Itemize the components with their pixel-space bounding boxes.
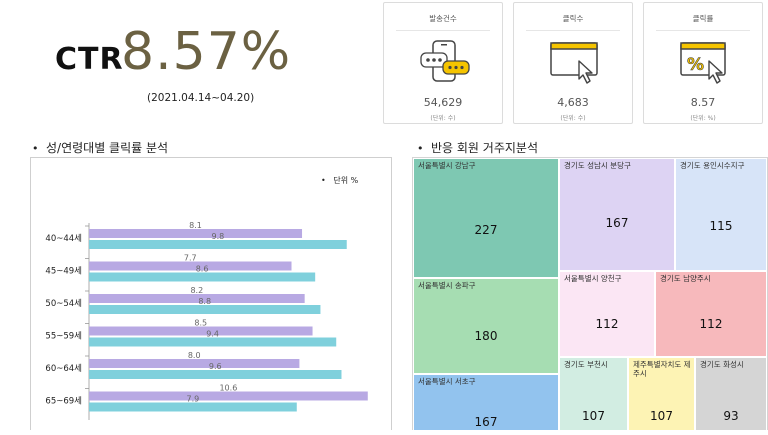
bar [89,294,305,303]
bar-value-label: 8.5 [194,319,207,328]
bar-value-label: 8.8 [198,297,211,306]
bar-value-label: 8.6 [196,265,209,274]
section-bullet: • [32,142,39,155]
treemap-tile-name: 경기도 성남시 분당구 [564,161,631,170]
bar-value-label: 7.9 [187,395,200,404]
treemap-tile: 경기도 성남시 분당구 167 [559,158,675,271]
treemap-tile-name: 서울특별시 서초구 [418,377,476,386]
residence-treemap: 서울특별시 강남구 227 서울특별시 송파구 180 서울특별시 서초구 167 경기도 … [412,157,768,430]
treemap-tile-value: 112 [595,317,619,331]
category-label: 40~44세 [45,234,82,244]
treemap-tile: 경기도 부천시 107 [559,357,628,430]
treemap-tile: 경기도 화성시 93 [695,357,767,430]
bar-value-label: 9.6 [209,362,222,371]
unit-bullet: • [321,176,326,185]
ctr-summary: CTR 8.57% [55,22,305,112]
treemap-tile-value: 112 [699,317,723,331]
category-label: 55~59세 [45,332,82,342]
kpi-card-value: 54,629 [423,96,463,109]
residence-section-title: • 반응 회원 거주지분석 [417,139,538,156]
period-label: (2021.04.14~04.20) [147,92,255,104]
kpi-card-value: 8.57 [690,96,716,109]
treemap-tile: 경기도 남양주시 112 [655,271,767,357]
treemap-tile: 경기도 용인시수지구 115 [675,158,767,271]
treemap-tile: 서울특별시 양천구 112 [559,271,655,357]
bar [89,272,316,282]
percent-click-icon: % [680,42,726,84]
unit-note: • 단위 % [321,175,358,186]
treemap-tile-name: 경기도 남양주시 [660,274,711,283]
phone-chat-icon [420,40,470,82]
treemap-tile: 서울특별시 강남구 227 [413,158,559,278]
kpi-card-clicks: 클릭수 4,683 (단위: 수) [513,2,633,124]
treemap-tile-value: 107 [650,409,673,423]
treemap-tile-value: 93 [723,409,739,423]
treemap-tile-value: 115 [709,219,733,233]
bar [89,370,342,379]
treemap-tile-value: 227 [474,223,498,237]
kpi-card-title: 클릭수 [562,14,584,23]
bar [89,402,297,412]
treemap-tile-name: 경기도 부천시 [564,360,608,369]
kpi-card-unit: (단위: %) [690,115,716,122]
treemap-tile-value: 167 [605,216,629,230]
bar [89,391,368,401]
section-bullet: • [417,142,424,155]
treemap-tile: 서울특별시 송파구 180 [413,278,559,374]
bar [89,337,337,347]
bar [89,229,303,238]
treemap-tile-name: 제주특별자치도 제주시 [633,360,691,378]
treemap-tile-name: 경기도 용인시수지구 [680,161,745,170]
age-ctr-section-title: • 성/연령대별 클릭률 분석 [32,139,168,156]
kpi-card-ctr: 클릭률 % 8.57 (단위: %) [643,2,763,124]
treemap-tile-name: 서울특별시 강남구 [418,161,476,170]
treemap-tile: 서울특별시 서초구 167 [413,374,559,430]
bar-value-label: 8.2 [190,286,203,295]
treemap-tile-value: 180 [474,329,498,343]
bar-value-label: 9.4 [206,330,219,339]
ctr-value: 8.57% [121,22,292,82]
category-label: 60~64세 [45,364,82,374]
bar-value-label: 8.0 [188,351,201,360]
treemap-tile: 제주특별자치도 제주시 107 [628,357,695,430]
bar [89,359,300,368]
click-window-icon [550,42,598,84]
kpi-card-unit: (단위: 수) [560,115,586,122]
kpi-card-title: 클릭률 [692,14,714,23]
treemap-tile-value: 107 [582,409,605,423]
bar [89,326,313,336]
treemap-tile-name: 경기도 화성시 [700,360,744,369]
category-label: 50~54세 [45,299,82,309]
age-ctr-title-text: 성/연령대별 클릭률 분석 [46,141,169,155]
unit-note-text: 단위 % [333,176,359,185]
kpi-card-sent: 발송건수 54,629 (단위: 수) [383,2,503,124]
treemap-tile-name: 서울특별시 양천구 [564,274,622,283]
category-label: 45~49세 [45,267,82,277]
bar [89,305,321,314]
card-divider [396,30,490,31]
residence-title-text: 반응 회원 거주지분석 [431,141,538,155]
category-label: 65~69세 [45,397,82,407]
bar-value-label: 8.1 [189,221,202,230]
kpi-card-title: 발송건수 [429,14,457,23]
treemap-tile-value: 167 [474,415,498,429]
bar-value-label: 9.8 [212,232,225,241]
card-divider [526,30,620,31]
bar-value-label: 10.6 [219,384,237,393]
kpi-card-unit: (단위: 수) [430,115,456,122]
age-ctr-chart-panel: • 단위 % 40~44세 8.1 9.8 45~49세 7.7 8.6 50~54세 8.2… [30,157,392,430]
kpi-card-value: 4,683 [557,96,589,109]
bar [89,261,292,271]
ctr-label: CTR [55,42,124,77]
bar-value-label: 7.7 [184,254,197,263]
treemap-tile-name: 서울특별시 송파구 [418,281,476,290]
age-ctr-bar-chart: 40~44세 8.1 9.8 45~49세 7.7 8.6 50~54세 8.2 8.8 55~5… [45,221,368,420]
card-divider [656,30,750,31]
svg-text:%: % [687,55,704,75]
bar [89,240,347,249]
